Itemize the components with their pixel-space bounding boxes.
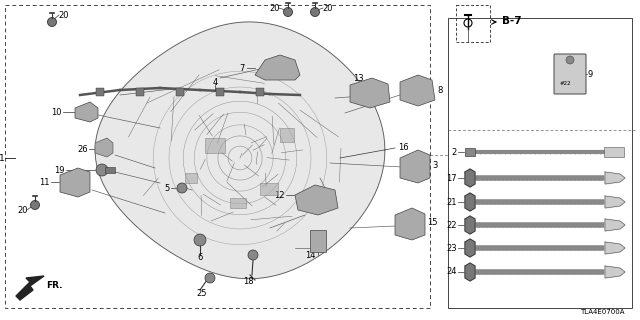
Circle shape	[194, 234, 206, 246]
Polygon shape	[465, 193, 475, 211]
Text: #22: #22	[560, 81, 572, 86]
Text: FR.: FR.	[46, 282, 63, 291]
Text: 2: 2	[452, 148, 457, 156]
Bar	[280, 128, 294, 142]
Bar	[465, 148, 475, 156]
Text: B-7: B-7	[502, 16, 522, 26]
Text: 25: 25	[196, 290, 207, 299]
Bar	[230, 198, 246, 208]
Text: 24: 24	[447, 268, 457, 276]
Bar	[96, 88, 104, 96]
Text: 12: 12	[275, 190, 285, 199]
Text: 15: 15	[427, 218, 438, 227]
Polygon shape	[95, 138, 113, 157]
Text: 10: 10	[51, 108, 62, 116]
Bar	[456, 5, 490, 42]
Text: 4: 4	[212, 77, 218, 86]
Bar	[260, 183, 278, 195]
Bar	[310, 230, 326, 252]
Polygon shape	[605, 266, 625, 278]
Bar	[256, 88, 264, 96]
Text: 1: 1	[0, 154, 5, 163]
Circle shape	[566, 56, 574, 64]
FancyBboxPatch shape	[554, 54, 586, 94]
Circle shape	[205, 273, 215, 283]
Polygon shape	[95, 22, 385, 279]
Text: 21: 21	[447, 197, 457, 206]
Text: 17: 17	[446, 173, 457, 182]
Polygon shape	[295, 185, 338, 215]
Text: 26: 26	[77, 145, 88, 154]
Polygon shape	[350, 78, 390, 108]
Polygon shape	[465, 169, 475, 187]
Text: 20: 20	[269, 4, 280, 12]
Polygon shape	[605, 196, 625, 208]
Circle shape	[284, 7, 292, 17]
Circle shape	[47, 18, 56, 27]
Polygon shape	[605, 219, 625, 231]
Polygon shape	[400, 75, 435, 106]
Text: 14: 14	[305, 251, 316, 260]
Text: 20: 20	[58, 11, 68, 20]
Polygon shape	[75, 102, 98, 122]
Circle shape	[96, 164, 108, 176]
Text: 9: 9	[588, 69, 593, 78]
Text: 13: 13	[353, 74, 364, 83]
Text: 5: 5	[164, 183, 170, 193]
Text: 23: 23	[446, 244, 457, 252]
Text: 22: 22	[447, 220, 457, 229]
Text: 19: 19	[54, 165, 65, 174]
Text: 16: 16	[398, 142, 408, 151]
Bar	[105, 167, 115, 173]
Bar	[216, 88, 224, 96]
Text: 7: 7	[239, 63, 245, 73]
Bar	[604, 147, 624, 157]
Polygon shape	[255, 55, 300, 80]
Text: 20: 20	[17, 205, 28, 214]
Polygon shape	[465, 239, 475, 257]
Bar	[5, 5, 430, 308]
Text: 3: 3	[432, 161, 437, 170]
Bar	[448, 18, 632, 308]
Polygon shape	[400, 150, 430, 183]
Polygon shape	[16, 276, 44, 300]
Circle shape	[31, 201, 40, 210]
Bar	[185, 173, 197, 183]
Text: 20: 20	[322, 4, 333, 12]
Bar	[136, 88, 144, 96]
Polygon shape	[395, 208, 425, 240]
Polygon shape	[465, 263, 475, 281]
Text: 18: 18	[243, 277, 253, 286]
Circle shape	[248, 250, 258, 260]
Text: 6: 6	[197, 253, 203, 262]
Polygon shape	[605, 242, 625, 254]
Polygon shape	[465, 216, 475, 234]
Circle shape	[310, 7, 319, 17]
Text: 8: 8	[437, 85, 442, 94]
Polygon shape	[60, 168, 90, 197]
Text: TLA4E0700A: TLA4E0700A	[580, 309, 625, 315]
Polygon shape	[605, 172, 625, 184]
Bar	[176, 88, 184, 96]
Bar	[205, 138, 225, 153]
Text: 11: 11	[40, 178, 50, 187]
Circle shape	[177, 183, 187, 193]
